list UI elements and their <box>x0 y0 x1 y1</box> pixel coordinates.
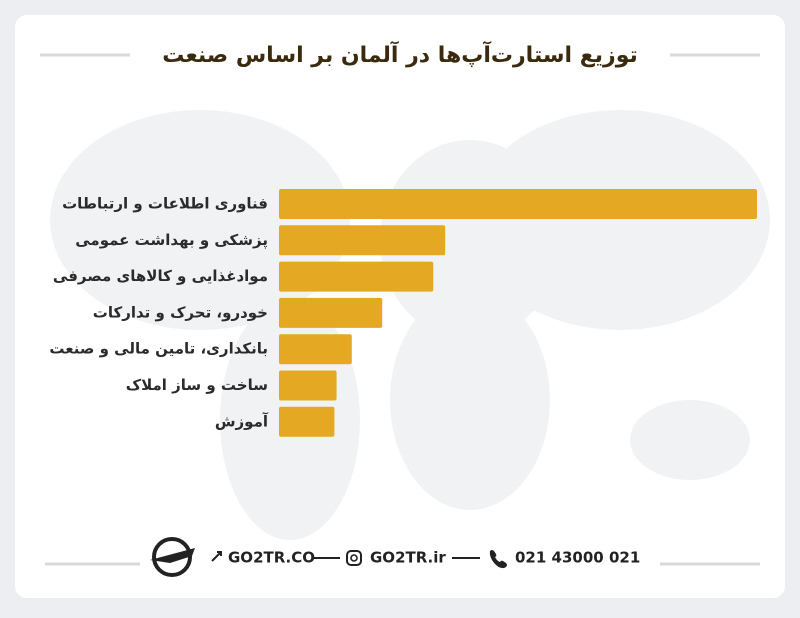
logo <box>150 537 195 577</box>
phone: 021 43000 021 <box>515 549 640 567</box>
category-label: فناوری اطلاعات و ارتباطات <box>62 195 268 213</box>
website: GO2TR.CO <box>228 549 315 567</box>
bar <box>279 406 335 437</box>
category-label: موادغذایی و کالاهای مصرفی <box>53 267 268 285</box>
category-label: بانکداری، تامین مالی و صنعت <box>49 340 268 358</box>
instagram-icon <box>346 550 362 566</box>
bar <box>279 225 446 256</box>
category-label: آموزش <box>215 412 269 430</box>
phone-icon <box>489 550 507 569</box>
bar <box>279 189 757 219</box>
chart-title: توزیع استارت‌آپ‌ها در آلمان بر اساس صنعت <box>162 40 638 68</box>
category-label: پزشکی و بهداشت عمومی <box>75 231 268 250</box>
category-label: ساخت و ساز املاک <box>126 376 268 394</box>
bar <box>279 334 352 365</box>
instagram-icon-lens <box>350 554 358 562</box>
bar <box>279 261 434 292</box>
instagram: GO2TR.ir <box>370 549 446 567</box>
bars: فناوری اطلاعات و ارتباطات پزشکی و بهداشت … <box>49 189 757 437</box>
link-icon <box>211 551 222 562</box>
bar <box>279 370 337 401</box>
bar <box>279 297 383 328</box>
category-label: خودرو، تحرک و تدارکات <box>93 303 268 321</box>
